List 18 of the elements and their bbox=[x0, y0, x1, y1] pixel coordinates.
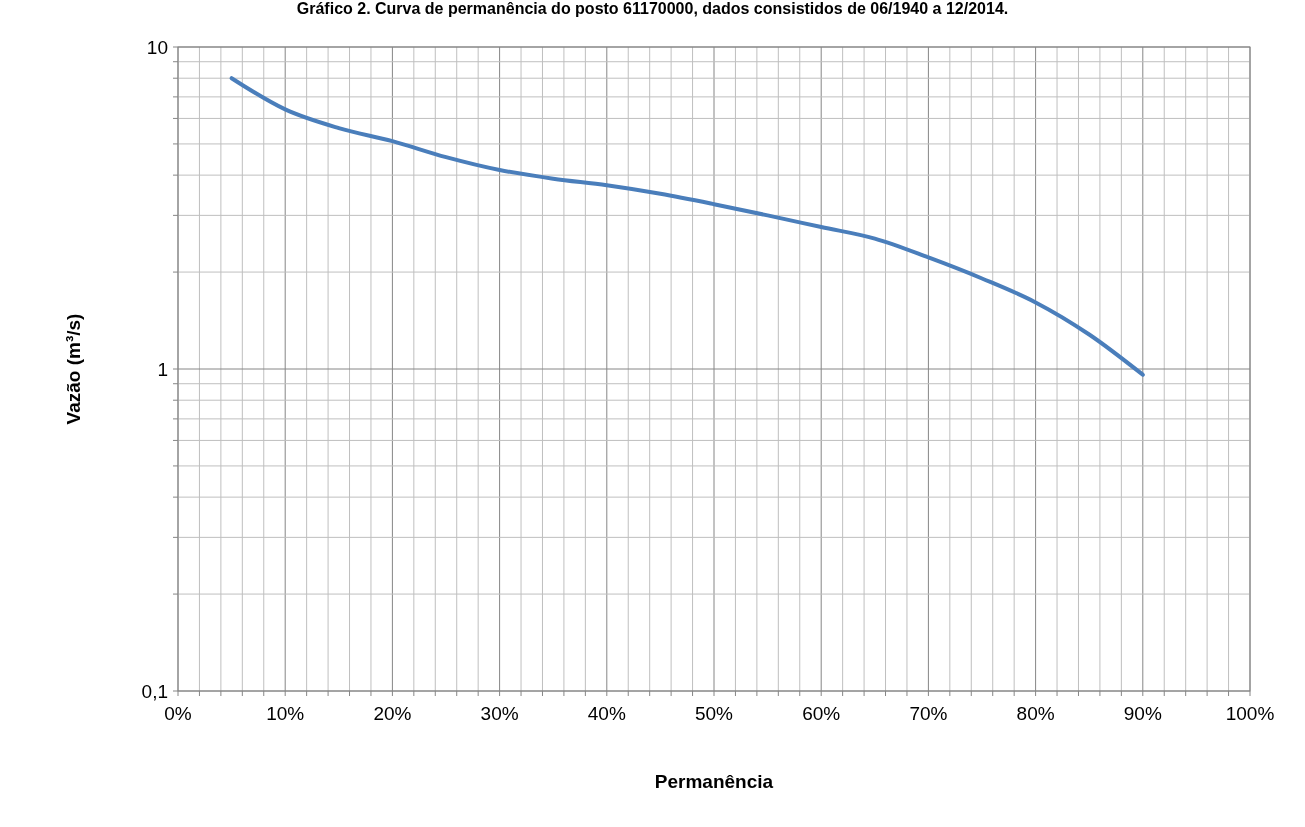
y-tick-label: 10 bbox=[146, 37, 168, 58]
y-tick-label: 0,1 bbox=[141, 681, 168, 702]
x-tick-label: 20% bbox=[373, 703, 412, 724]
y-tick-label: 1 bbox=[157, 359, 168, 380]
x-tick-label: 10% bbox=[266, 703, 305, 724]
x-tick-label: 100% bbox=[1225, 703, 1275, 724]
x-tick-label: 40% bbox=[587, 703, 626, 724]
y-axis-title: Vazão (m³/s) bbox=[63, 313, 84, 425]
x-tick-label: 60% bbox=[802, 703, 841, 724]
x-tick-label: 70% bbox=[909, 703, 948, 724]
x-tick-label: 0% bbox=[164, 703, 192, 724]
x-axis-title: Permanência bbox=[654, 771, 774, 792]
chart-title: Gráfico 2. Curva de permanência do posto 61170000, dados consistidos de 06/1940 a 12/2014. bbox=[296, 0, 1009, 17]
x-tick-label: 80% bbox=[1016, 703, 1055, 724]
line-series bbox=[229, 76, 1145, 377]
x-tick-label: 50% bbox=[694, 703, 734, 724]
x-tick-label: 90% bbox=[1123, 703, 1162, 724]
x-tick-label: 30% bbox=[480, 703, 519, 724]
